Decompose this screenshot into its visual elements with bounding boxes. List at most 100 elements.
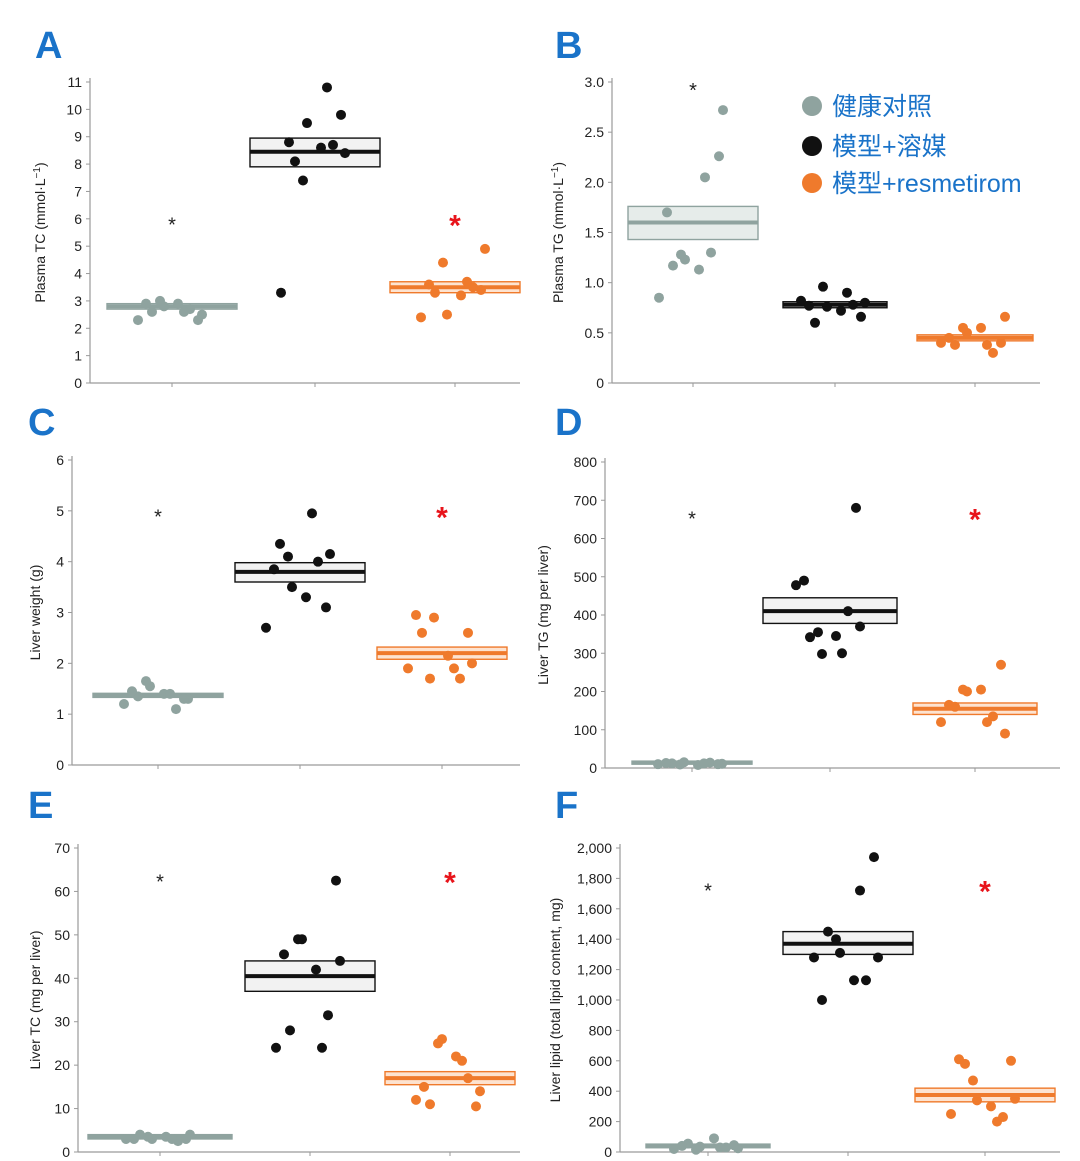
data-point [331, 875, 341, 886]
y-tick-label: 0 [596, 375, 604, 391]
significance-marker: * [969, 504, 981, 537]
data-point [433, 1038, 443, 1049]
data-point [677, 1140, 687, 1151]
data-point [796, 295, 806, 306]
data-point [155, 295, 165, 306]
y-tick-label: 0 [604, 1144, 612, 1160]
data-point [709, 1133, 719, 1144]
data-point [325, 549, 335, 560]
significance-marker: * [436, 501, 448, 534]
data-point [843, 606, 853, 617]
y-tick-label: 2 [74, 320, 82, 336]
data-point [958, 684, 968, 695]
significance-marker: * [168, 215, 176, 237]
series-healthy [92, 676, 224, 715]
data-point [835, 947, 845, 958]
y-axis-label: Plasma TG (mmol·L−1) [550, 162, 567, 303]
significance-marker: * [154, 506, 162, 528]
y-tick-label: 0 [62, 1144, 70, 1160]
data-point [121, 1133, 131, 1144]
data-point [283, 551, 293, 562]
data-point [700, 172, 710, 183]
y-tick-label: 1.0 [585, 275, 605, 291]
data-point [284, 137, 294, 148]
data-point [298, 175, 308, 186]
data-point [287, 582, 297, 593]
data-point [455, 673, 465, 684]
data-point [443, 650, 453, 661]
data-point [416, 312, 426, 323]
y-tick-label: 4 [56, 554, 64, 570]
y-tick-label: 2.0 [585, 174, 605, 190]
panel-letter: F [555, 785, 578, 827]
y-tick-label: 10 [54, 1101, 70, 1117]
legend-item-drug: 模型+resmetirom [802, 170, 1022, 198]
y-tick-label: 2 [56, 655, 64, 671]
significance-marker: * [704, 881, 712, 903]
y-tick-label: 2.5 [585, 124, 605, 140]
y-tick-label: 400 [589, 1083, 613, 1099]
y-tick-label: 1.5 [585, 225, 605, 241]
data-point [425, 673, 435, 684]
data-point [791, 580, 801, 591]
panel-c: C 0 1 2 3 4 5 6 Liver weight (g) * * [27, 402, 520, 773]
data-point [463, 627, 473, 638]
legend-swatch [802, 173, 822, 193]
data-point [438, 257, 448, 268]
series-healthy [87, 1129, 233, 1147]
data-point [804, 300, 814, 311]
data-point [976, 684, 986, 695]
data-point [936, 717, 946, 728]
y-tick-label: 500 [574, 569, 598, 585]
y-tick-label: 1,400 [577, 931, 612, 947]
data-point [936, 337, 946, 348]
y-tick-label: 1 [56, 706, 64, 722]
y-tick-label: 70 [54, 840, 70, 856]
data-point [805, 632, 815, 643]
panel-e: E 0 10 20 30 40 50 60 70 Liver TC (mg per liver) *… [27, 785, 520, 1160]
series-model [234, 508, 366, 633]
significance-marker: * [156, 871, 164, 893]
data-point [321, 602, 331, 613]
data-point [417, 627, 427, 638]
panel-letter: C [28, 402, 55, 444]
data-point [817, 995, 827, 1005]
series-model [244, 875, 376, 1053]
data-point [457, 1055, 467, 1066]
y-tick-label: 7 [74, 183, 82, 199]
panel-letter: B [555, 25, 582, 67]
data-point [167, 1133, 177, 1144]
data-point [403, 663, 413, 674]
data-point [676, 249, 686, 260]
data-point [449, 663, 459, 674]
y-axis-label: Liver TC (mg per liver) [27, 931, 43, 1070]
series-drug [916, 311, 1034, 358]
data-point [968, 1075, 978, 1086]
data-point [675, 759, 685, 770]
data-point [1006, 1055, 1016, 1066]
data-point [849, 975, 859, 986]
data-point [313, 556, 323, 567]
significance-marker: * [449, 210, 461, 243]
data-point [855, 885, 865, 896]
data-point [668, 260, 678, 271]
data-point [855, 621, 865, 632]
data-point [322, 82, 332, 93]
y-tick-label: 0 [589, 760, 597, 776]
data-point [141, 676, 151, 687]
significance-marker: * [689, 80, 697, 102]
data-point [809, 952, 819, 963]
y-tick-label: 11 [67, 74, 82, 90]
y-tick-label: 1 [74, 348, 82, 364]
y-tick-label: 600 [589, 1053, 613, 1069]
legend-item-model: 模型+溶媒 [802, 133, 947, 161]
data-point [261, 622, 271, 633]
y-axis-label: Liver lipid (total lipid content, mg) [547, 898, 563, 1103]
data-point [317, 1042, 327, 1053]
data-point [958, 322, 968, 333]
data-point [425, 1099, 435, 1110]
data-point [302, 118, 312, 129]
data-point [851, 502, 861, 513]
data-point [471, 1101, 481, 1112]
